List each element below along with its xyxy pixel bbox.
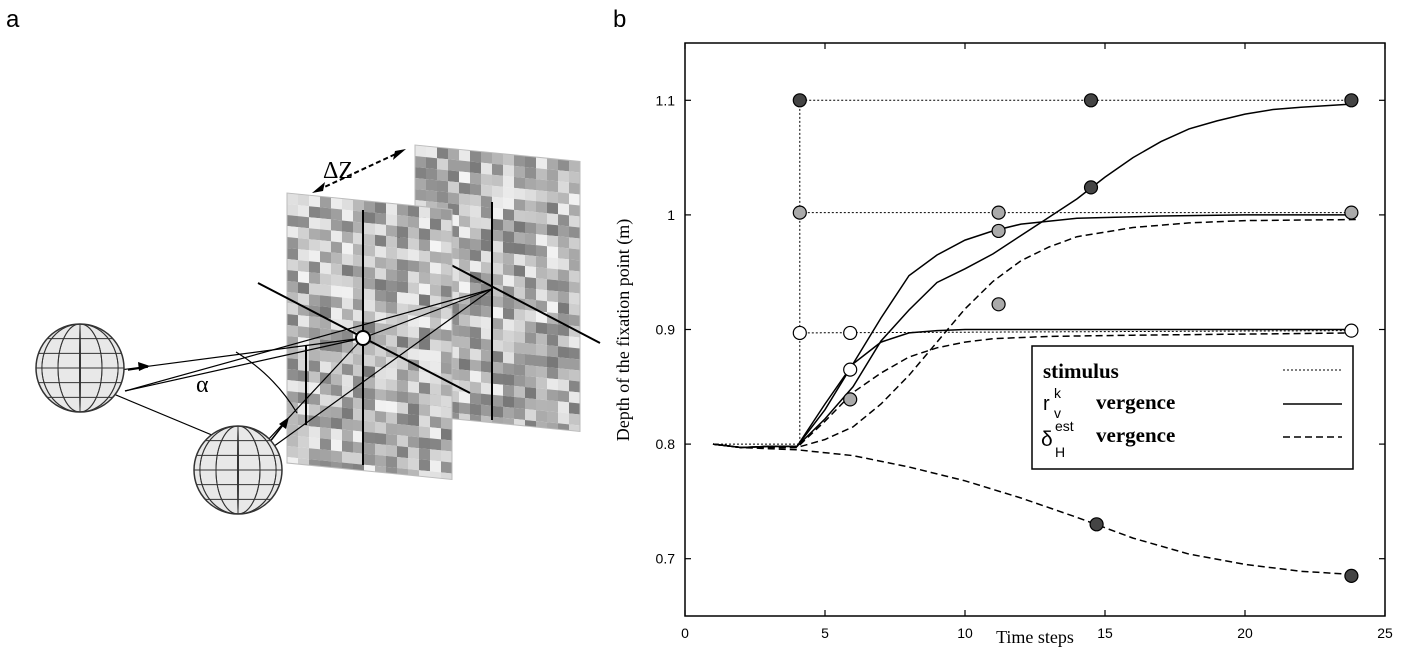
front-texture-plane bbox=[286, 192, 453, 481]
y-axis-label: Depth of the fixation point (m) bbox=[613, 219, 634, 441]
data-point-4 bbox=[1089, 517, 1104, 532]
x-tick-label: 15 bbox=[1097, 625, 1113, 641]
x-tick-label: 5 bbox=[821, 625, 829, 641]
x-tick-label: 10 bbox=[957, 625, 973, 641]
data-point-2 bbox=[1344, 93, 1359, 108]
y-tick-label: 1.1 bbox=[656, 92, 676, 108]
data-point-0 bbox=[792, 93, 807, 108]
data-point-5 bbox=[1344, 568, 1359, 583]
legend-delta-sub: H bbox=[1055, 444, 1065, 460]
x-tick-label: 25 bbox=[1377, 625, 1393, 641]
legend-stimulus-label: stimulus bbox=[1043, 359, 1119, 383]
legend-r-sub: v bbox=[1054, 405, 1061, 421]
y-tick-label: 1 bbox=[667, 207, 675, 223]
panel-a-label: a bbox=[6, 6, 20, 33]
data-point-3 bbox=[1083, 180, 1099, 195]
data-point-14 bbox=[843, 362, 858, 377]
panel-b-label: b bbox=[613, 6, 627, 33]
legend-delta-label: vergence bbox=[1096, 423, 1175, 447]
x-tick-label: 0 bbox=[681, 625, 689, 641]
data-point-10 bbox=[991, 297, 1006, 312]
legend-r-symbol: r bbox=[1043, 393, 1050, 415]
x-axis-label: Time steps bbox=[996, 627, 1074, 647]
y-tick-label: 0.7 bbox=[656, 551, 676, 567]
y-tick-label: 0.9 bbox=[656, 322, 676, 338]
data-point-9 bbox=[991, 223, 1006, 239]
right-eye-icon bbox=[193, 425, 283, 515]
x-tick-label: 20 bbox=[1237, 625, 1253, 641]
data-point-15 bbox=[1344, 323, 1359, 338]
series-line-2-dotted bbox=[799, 330, 1352, 334]
data-point-6 bbox=[792, 205, 807, 220]
delta-z-arrow bbox=[312, 149, 406, 193]
delta-z-label: ΔZ bbox=[323, 158, 353, 184]
legend-delta-symbol: δ bbox=[1041, 428, 1053, 451]
data-point-7 bbox=[991, 205, 1006, 220]
data-point-8 bbox=[1344, 205, 1359, 220]
legend-r-label: vergence bbox=[1096, 390, 1175, 414]
legend: stimulus r k v vergence δ est H vergence bbox=[1031, 345, 1354, 470]
y-tick-label: 0.8 bbox=[656, 436, 676, 452]
series-line-4-solid bbox=[712, 102, 1358, 449]
stereo-diagram: ΔZ α bbox=[35, 144, 601, 515]
series-line-8-dashed bbox=[712, 443, 1358, 576]
left-eye-icon bbox=[35, 323, 125, 413]
legend-delta-sup: est bbox=[1055, 418, 1074, 434]
fixation-point bbox=[355, 330, 371, 346]
data-point-11 bbox=[843, 392, 858, 407]
data-point-1 bbox=[1083, 93, 1099, 108]
legend-r-sup: k bbox=[1054, 385, 1062, 401]
alpha-label: α bbox=[196, 372, 209, 398]
data-point-13 bbox=[843, 325, 858, 341]
data-point-12 bbox=[792, 325, 807, 341]
